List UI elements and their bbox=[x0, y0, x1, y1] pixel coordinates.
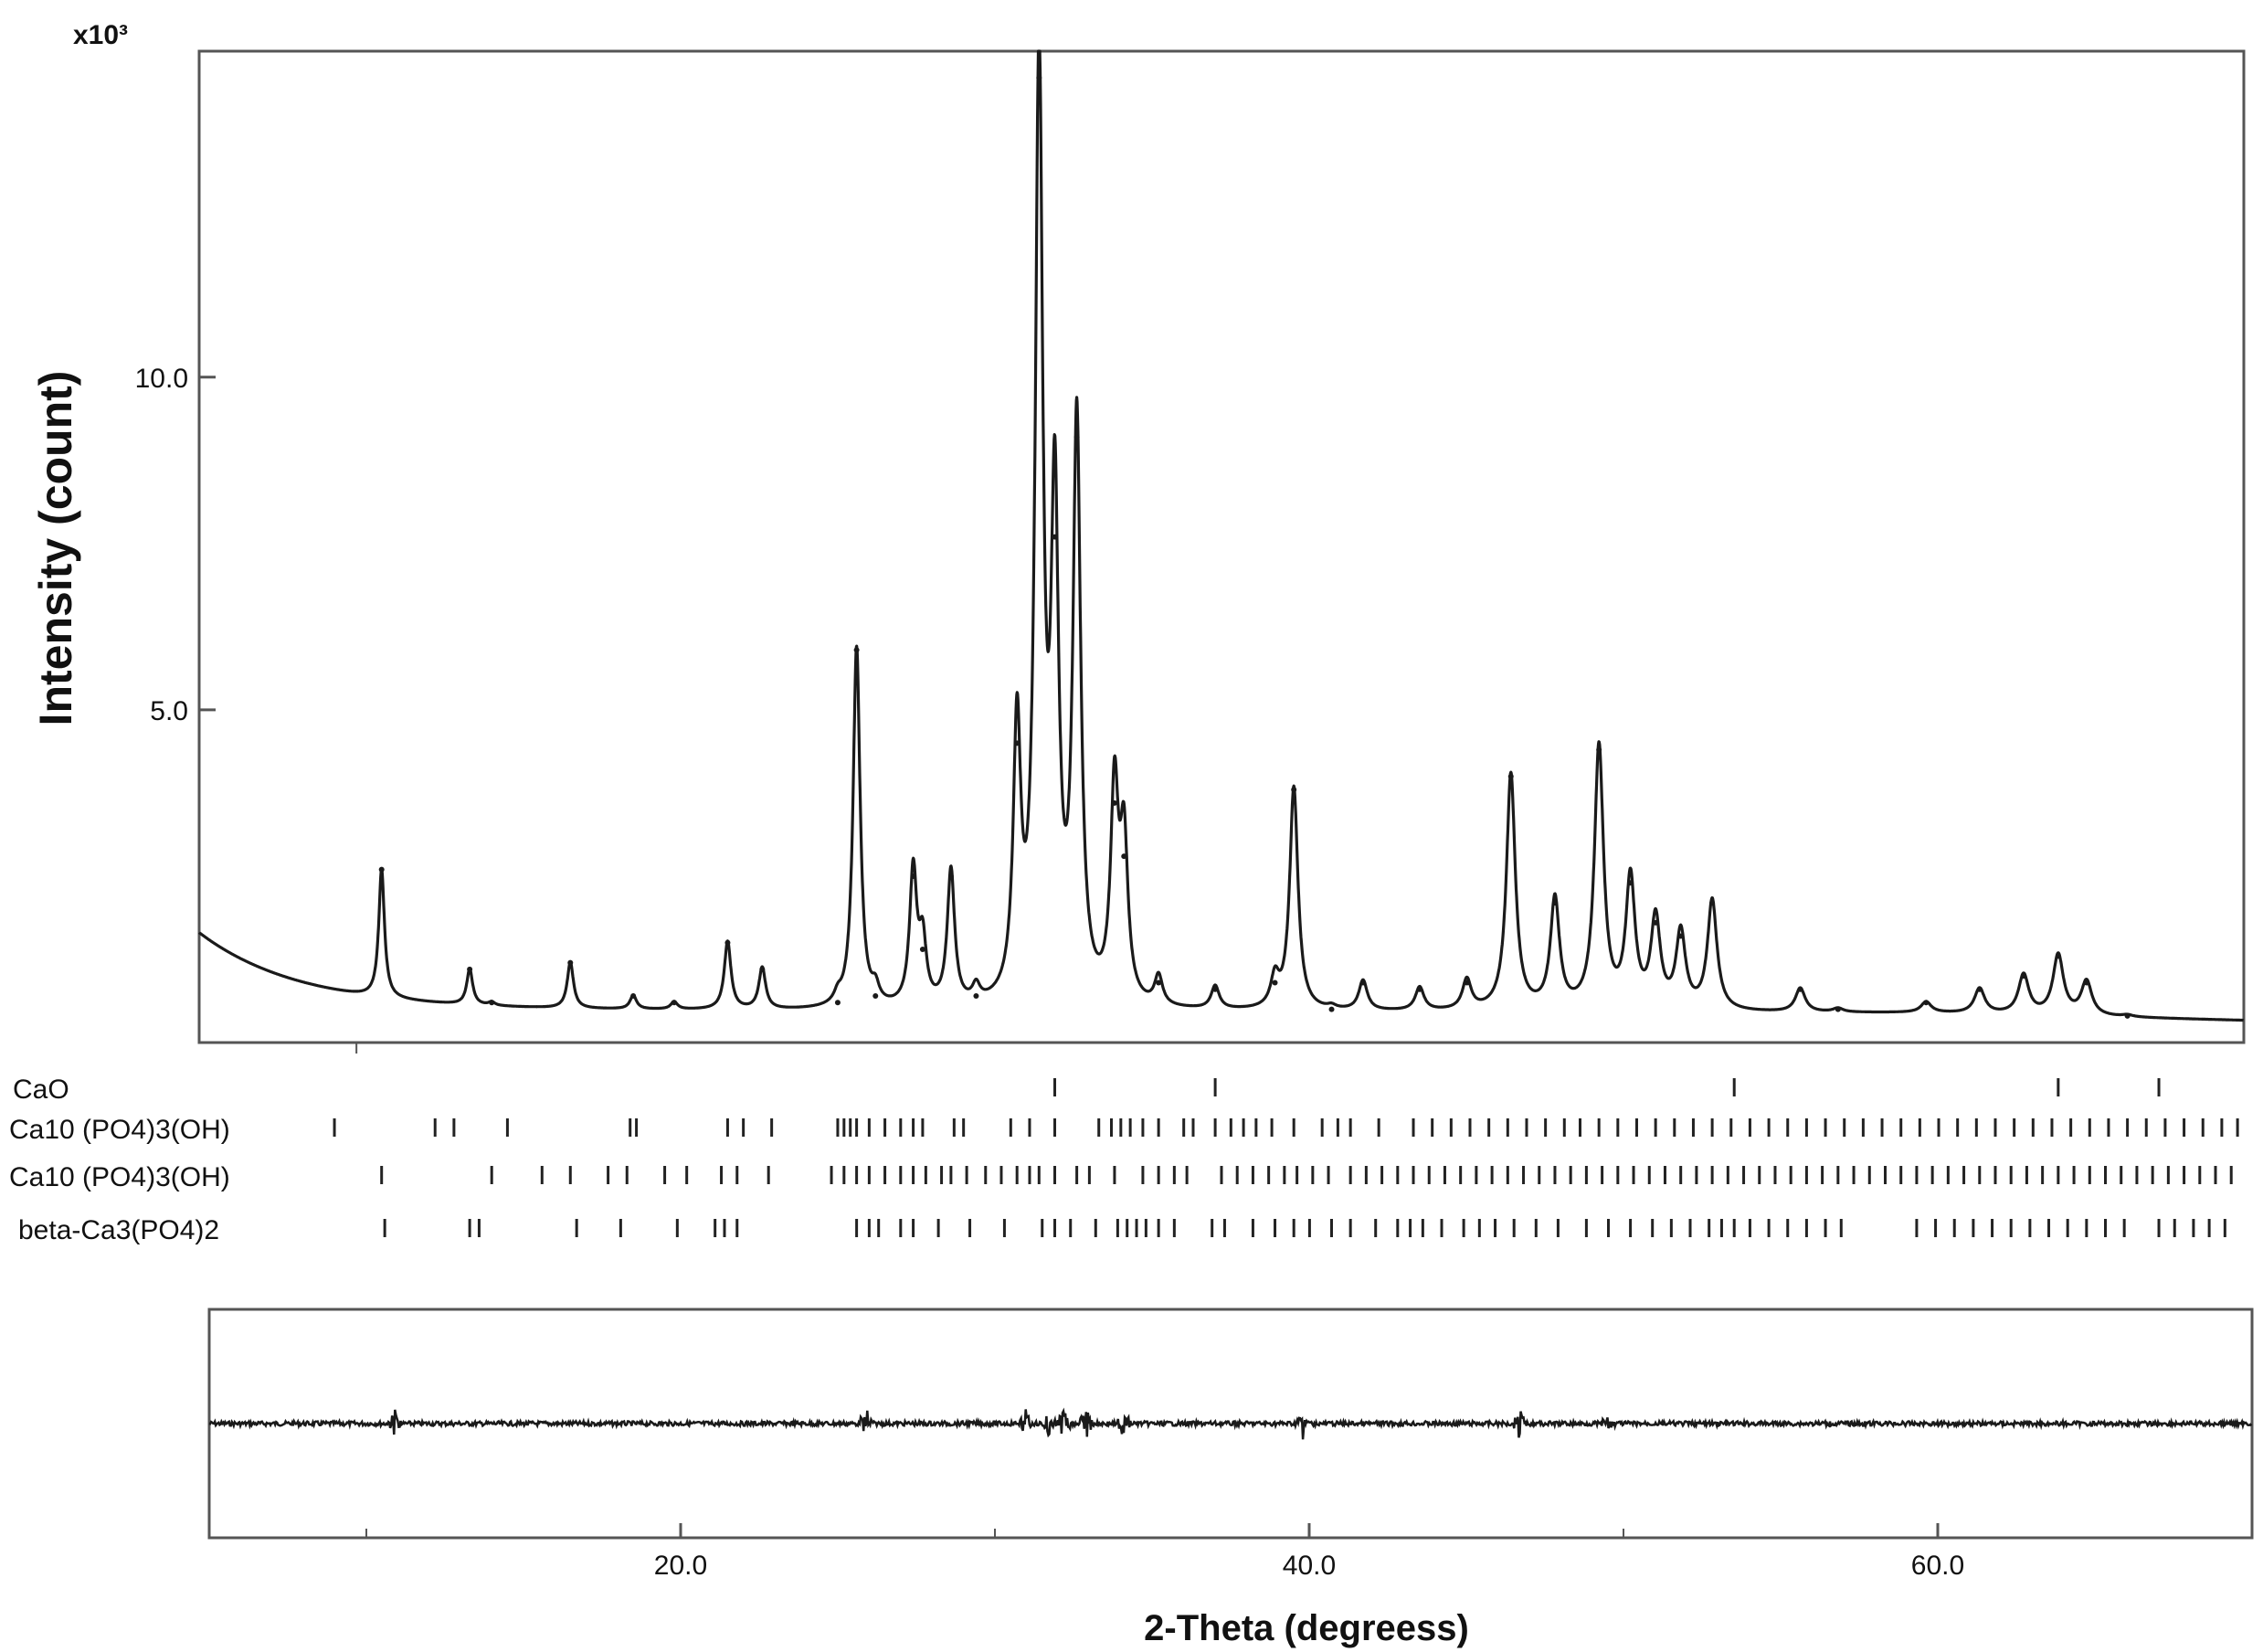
profile-line bbox=[197, 49, 2245, 1022]
phase-row: Ca10 (PO4)3(OH) bbox=[9, 1115, 2239, 1145]
residual-curve bbox=[208, 1407, 2253, 1440]
y-ticks: 5.0 10.0 bbox=[135, 364, 216, 726]
phase-row: Ca10 (PO4)3(OH) bbox=[9, 1162, 2233, 1192]
peak-point bbox=[1359, 980, 1366, 986]
peak-point bbox=[947, 873, 954, 879]
peak-point bbox=[467, 966, 473, 972]
peak-point bbox=[1653, 919, 1659, 926]
peak-point bbox=[567, 959, 574, 966]
peak-point bbox=[1627, 880, 1634, 886]
x-axis-label: 2-Theta (degreess) bbox=[1144, 1608, 1469, 1648]
phase-label: Ca10 (PO4)3(OH) bbox=[9, 1115, 230, 1145]
x-tick-label: 60.0 bbox=[1911, 1551, 1964, 1581]
phase-label: CaO bbox=[13, 1075, 69, 1105]
peak-point bbox=[1923, 1000, 1930, 1006]
peak-point bbox=[1328, 1006, 1335, 1012]
peak-point bbox=[724, 939, 731, 946]
y-axis-label: Intensity (count) bbox=[30, 371, 81, 726]
intensity-profile bbox=[197, 49, 2245, 1054]
x-ticks: 20.0 40.0 60.0 bbox=[365, 1523, 1964, 1581]
phase-markers: CaO Ca10 (PO4)3(OH) Ca10 (PO4)3(OH) beta-Ca… bbox=[9, 1075, 2239, 1245]
peak-point bbox=[910, 873, 916, 879]
peak-point bbox=[1709, 900, 1716, 906]
peak-point bbox=[378, 866, 385, 873]
phase-row: CaO bbox=[13, 1075, 2161, 1105]
peak-point bbox=[1014, 740, 1020, 747]
peak-point bbox=[1291, 787, 1297, 793]
peak-point bbox=[1036, 75, 1042, 81]
phase-row: beta-Ca3(PO4)2 bbox=[18, 1215, 2226, 1245]
peak-point bbox=[1677, 933, 1684, 939]
peak-point bbox=[2055, 953, 2061, 959]
peak-point bbox=[1976, 986, 1983, 992]
peak-point bbox=[1797, 986, 1803, 992]
peak-point bbox=[872, 993, 879, 1000]
peak-point bbox=[630, 993, 637, 1000]
peak-point bbox=[834, 1000, 841, 1006]
peak-point bbox=[759, 966, 766, 972]
peak-point bbox=[489, 1000, 495, 1006]
peak-point bbox=[1156, 980, 1162, 986]
peak-point bbox=[2020, 973, 2026, 980]
peak-point bbox=[2083, 980, 2089, 986]
peak-point bbox=[1052, 534, 1058, 540]
peak-point bbox=[919, 947, 925, 953]
peak-point bbox=[1272, 980, 1278, 986]
x-tick-label: 40.0 bbox=[1283, 1551, 1336, 1581]
peak-point bbox=[671, 1000, 677, 1006]
peak-point bbox=[853, 647, 860, 653]
peak-point bbox=[973, 993, 979, 1000]
main-plot-frame bbox=[197, 49, 2246, 1044]
peak-point bbox=[2124, 1012, 2131, 1019]
peak-point bbox=[1507, 773, 1514, 779]
peak-point bbox=[1551, 900, 1558, 906]
residual-line bbox=[208, 1407, 2253, 1440]
phase-label: beta-Ca3(PO4)2 bbox=[18, 1215, 219, 1245]
peak-point bbox=[1464, 980, 1470, 986]
peak-point bbox=[1111, 800, 1117, 806]
peak-point bbox=[1835, 1006, 1841, 1012]
peak-point bbox=[1596, 747, 1602, 753]
peak-point bbox=[1212, 986, 1219, 992]
y-multiplier-label: x10³ bbox=[73, 20, 128, 50]
peak-point bbox=[1073, 434, 1080, 440]
x-tick-label: 20.0 bbox=[654, 1551, 707, 1581]
phase-label: Ca10 (PO4)3(OH) bbox=[9, 1162, 230, 1192]
peak-point bbox=[1416, 986, 1422, 992]
peak-point bbox=[1121, 853, 1127, 860]
y-tick-label: 5.0 bbox=[150, 696, 188, 726]
y-tick-label: 10.0 bbox=[135, 364, 188, 394]
